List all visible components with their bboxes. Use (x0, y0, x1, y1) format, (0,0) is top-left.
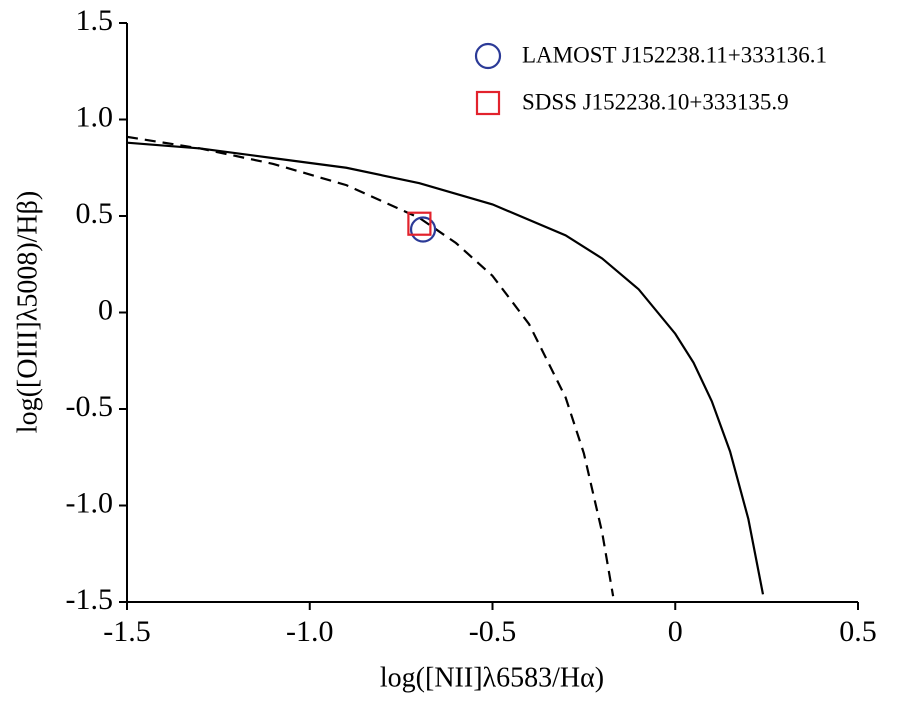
y-tick-label: 1.5 (76, 4, 114, 37)
y-tick-label: -0.5 (66, 390, 114, 423)
point (409, 216, 437, 243)
legend-marker (475, 90, 501, 116)
x-tick-label: 0.5 (839, 615, 877, 648)
x-tick-label: -1.0 (286, 615, 334, 648)
legend-marker (474, 42, 502, 70)
x-tick-label: -0.5 (469, 615, 517, 648)
x-axis-label: log([NII]λ6583/Hα) (380, 662, 604, 693)
x-tick-label: -1.5 (103, 615, 151, 648)
legend-label: LAMOST J152238.11+333136.1 (522, 42, 827, 67)
y-axis-label: log([OIII]λ5008)/Hβ) (12, 191, 43, 433)
y-tick-label: 1.0 (76, 100, 114, 133)
y-tick-label: -1.5 (66, 583, 114, 616)
solid-curve (127, 141, 765, 595)
x-tick-label: 0 (668, 615, 683, 648)
y-tick-label: -1.0 (66, 486, 114, 519)
legend-label: SDSS J152238.10+333135.9 (522, 89, 789, 114)
point (407, 211, 432, 236)
y-tick-label: 0 (98, 293, 113, 326)
y-tick-label: 0.5 (76, 197, 114, 230)
dashed-curve (127, 135, 615, 597)
